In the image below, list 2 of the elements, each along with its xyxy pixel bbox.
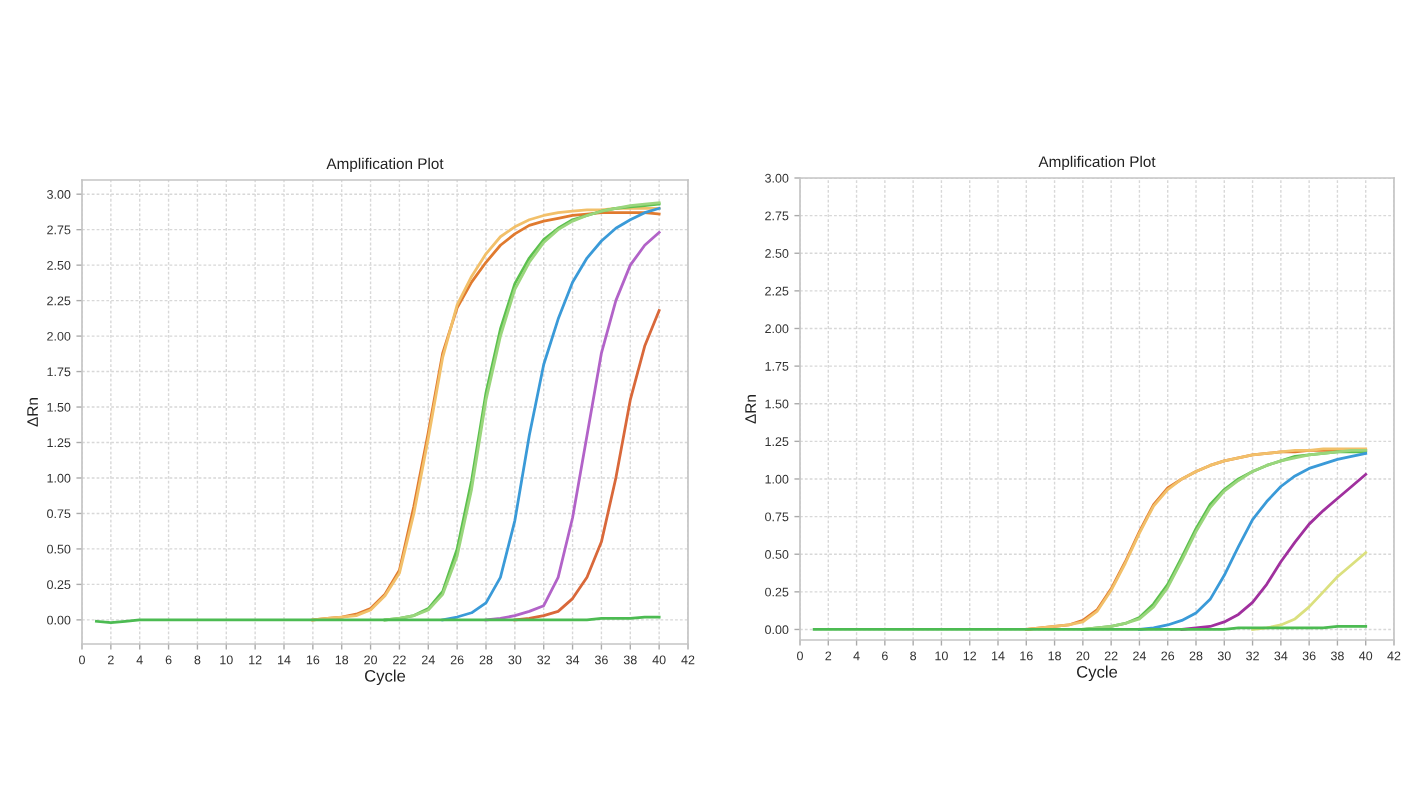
x-axis-title: Cycle bbox=[365, 669, 406, 686]
x-axis-title: Cycle bbox=[1077, 665, 1118, 682]
